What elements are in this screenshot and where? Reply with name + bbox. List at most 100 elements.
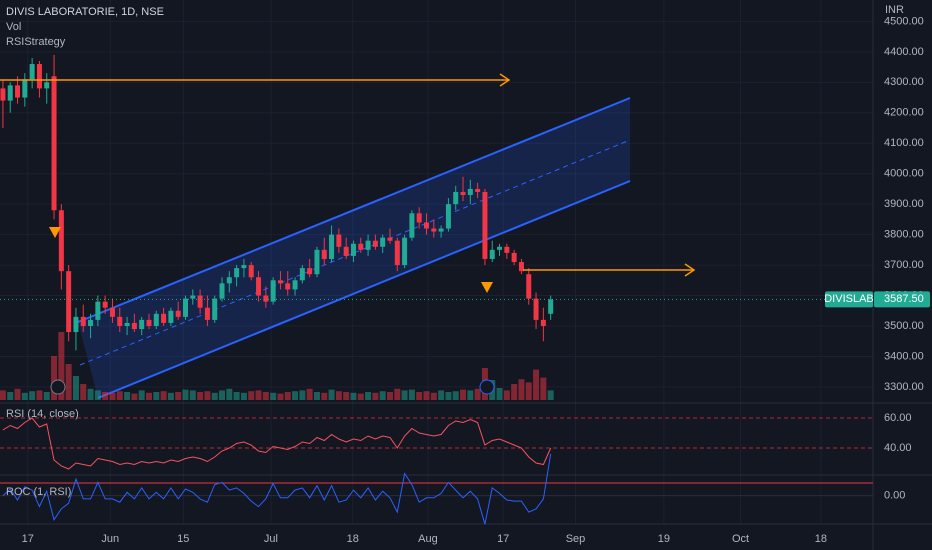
volume-bar xyxy=(496,388,503,400)
volume-bar xyxy=(540,377,547,400)
volume-bar xyxy=(438,390,445,400)
candle-body xyxy=(88,319,94,326)
x-tick-label: Sep xyxy=(566,533,586,545)
candle-body xyxy=(387,237,393,241)
y-tick-label: 3300.00 xyxy=(884,381,924,393)
candle-body xyxy=(219,283,225,299)
volume-bar xyxy=(131,393,138,400)
volume-bar xyxy=(379,391,386,400)
volume-bar xyxy=(197,392,204,400)
candle-body xyxy=(402,237,408,266)
volume-bar xyxy=(138,390,145,400)
candle-body xyxy=(460,191,466,196)
volume-bar xyxy=(262,392,269,400)
volume-bar xyxy=(445,392,452,400)
volume-bar xyxy=(255,390,262,400)
volume-bar xyxy=(240,392,247,400)
candle-body xyxy=(7,85,13,101)
volume-bar xyxy=(511,384,518,400)
volume-bar xyxy=(306,388,313,400)
volume-bar xyxy=(547,390,554,400)
volume-bar xyxy=(29,391,36,400)
volume-bar xyxy=(460,389,467,400)
x-tick-label: 18 xyxy=(815,533,827,545)
volume xyxy=(0,332,554,400)
candle-body xyxy=(438,228,444,232)
volume-bar xyxy=(116,391,123,400)
volume-bar xyxy=(416,392,423,400)
chart-title: DIVIS LABORATORIE, 1D, NSE xyxy=(6,6,164,18)
y-tick-label: 3800.00 xyxy=(884,229,924,241)
candle-body xyxy=(183,298,189,317)
volume-bar xyxy=(153,392,160,400)
labels: 17 Jun 15 Jul 18 Aug 17 Sep 19 Oct 18 3300.00 3400.0… xyxy=(0,15,930,545)
volume-bar xyxy=(58,332,65,400)
volume-bar xyxy=(394,388,401,400)
candle-body xyxy=(109,307,115,317)
candle-body xyxy=(80,316,86,326)
volume-bar xyxy=(277,393,284,400)
price-badge xyxy=(874,291,930,308)
candle-body xyxy=(518,262,524,272)
volume-bar xyxy=(335,391,342,400)
candle-body xyxy=(277,280,283,284)
x-tick-label: 19 xyxy=(658,533,670,545)
x-tick-label: 15 xyxy=(177,533,189,545)
currency: INR xyxy=(885,4,904,16)
candle-body xyxy=(146,319,152,326)
pane-title: RSI (14, close) xyxy=(6,408,79,420)
candle-body xyxy=(453,191,459,205)
candle-body xyxy=(124,322,130,326)
volume-bar xyxy=(80,384,87,400)
candle-body xyxy=(511,252,517,263)
candle-body xyxy=(161,313,167,323)
volume-bar xyxy=(145,392,152,400)
candle-body xyxy=(336,234,342,247)
x-tick-label: Jul xyxy=(264,533,278,545)
candle-body xyxy=(36,64,42,89)
candle-body xyxy=(204,307,210,320)
candle-body xyxy=(270,280,276,302)
candle-body xyxy=(307,268,313,275)
candle-body xyxy=(248,265,254,278)
channel-lower xyxy=(97,180,631,399)
earnings-icon[interactable] xyxy=(479,379,495,395)
y-tick-label: 4300.00 xyxy=(884,76,924,88)
candle-body xyxy=(95,301,101,320)
volume-bar xyxy=(474,388,481,400)
volume-bar xyxy=(87,388,94,400)
volume-bar xyxy=(386,392,393,400)
candle-body xyxy=(475,188,481,192)
indicator-line xyxy=(2,417,552,470)
candle-body xyxy=(321,249,327,259)
volume-bar xyxy=(51,356,58,400)
y-tick-label: 60.00 xyxy=(884,412,912,424)
candle-body xyxy=(226,277,232,284)
candle-body xyxy=(548,299,554,314)
volume-bar xyxy=(401,390,408,400)
volume-bar xyxy=(372,392,379,400)
volume-bar xyxy=(292,391,299,400)
pane-title: ROC (1, RSI) xyxy=(6,486,71,498)
y-tick-label: 3700.00 xyxy=(884,259,924,271)
candle-body xyxy=(358,243,364,250)
candle-body xyxy=(190,295,196,299)
volume-bar xyxy=(357,393,364,400)
candle-body xyxy=(139,319,145,330)
volume-bar xyxy=(124,392,131,400)
volume-bar xyxy=(248,391,255,400)
candle-body xyxy=(256,277,262,296)
candle-body xyxy=(212,298,218,320)
candles xyxy=(0,54,554,351)
x-tick-label: 18 xyxy=(347,533,359,545)
study-label: Vol xyxy=(6,21,21,33)
candle-body xyxy=(314,249,320,275)
x-tick-label: Aug xyxy=(418,533,438,545)
volume-bar xyxy=(160,391,167,400)
earnings-icon[interactable] xyxy=(50,379,66,395)
symbol-label: DIVISLAB xyxy=(824,293,874,305)
candle-body xyxy=(504,246,510,253)
candle-body xyxy=(58,210,64,272)
